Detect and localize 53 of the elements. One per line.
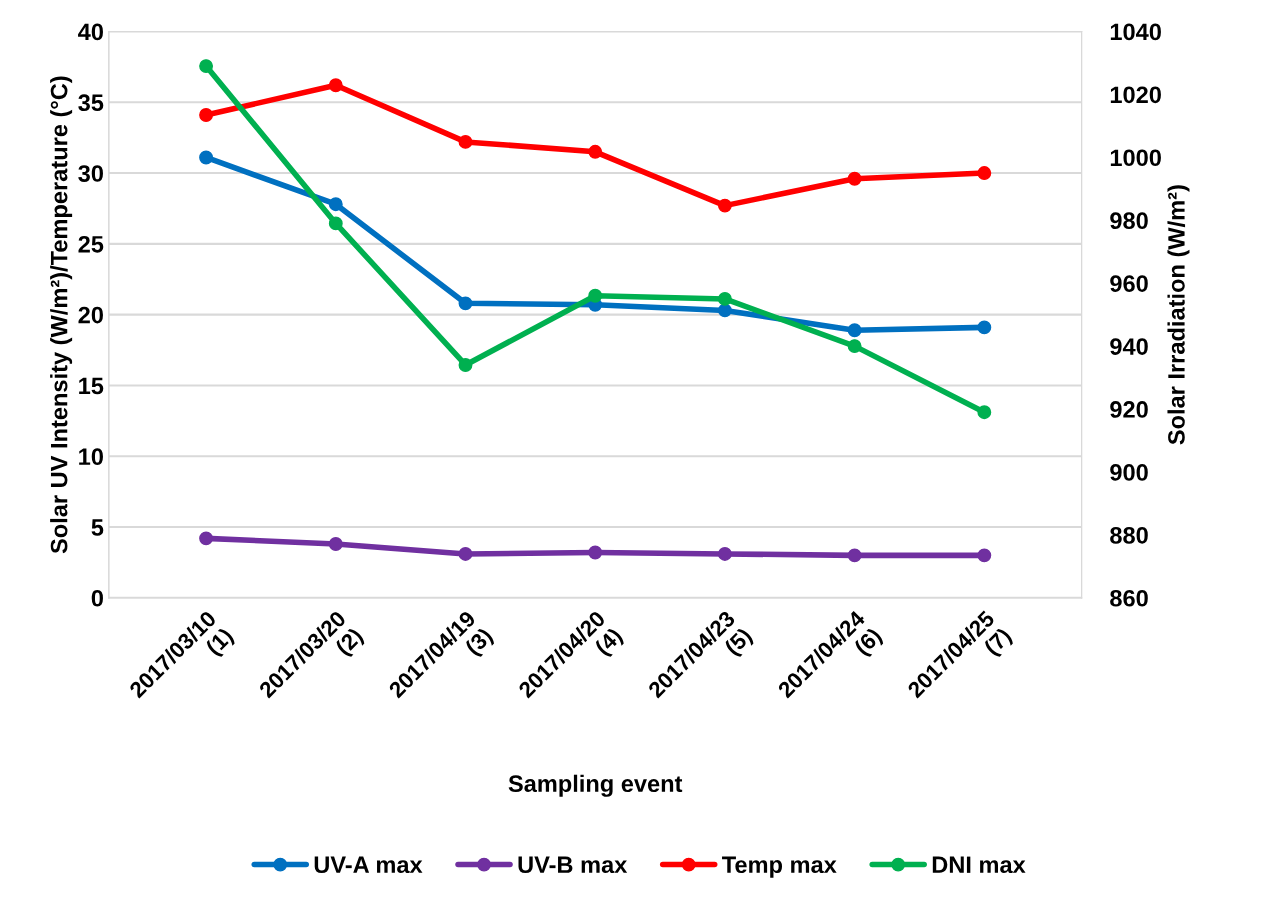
legend-label: Temp max xyxy=(722,856,837,878)
point xyxy=(199,108,214,122)
point xyxy=(458,134,473,149)
point xyxy=(588,144,603,159)
legend-label: UV-A max xyxy=(314,856,423,874)
y-tick-label: 30 xyxy=(78,165,103,182)
y2-tick-label: 860 xyxy=(1110,589,1148,607)
point xyxy=(977,548,992,563)
point xyxy=(458,358,473,372)
y2-tick-label: 980 xyxy=(1110,212,1148,230)
y2-axis-title: Solar Irradiation (W/m²) xyxy=(1167,185,1190,445)
y-tick-label: 25 xyxy=(78,235,104,253)
point xyxy=(717,291,732,306)
point xyxy=(847,171,862,186)
point xyxy=(328,537,343,551)
point xyxy=(717,546,732,561)
legend-label: DNI max xyxy=(932,856,1026,874)
y2-tick-label: 920 xyxy=(1110,401,1148,418)
y2-tick-label: 900 xyxy=(1110,464,1148,481)
y-tick-label: 10 xyxy=(79,448,103,466)
y-tick-label: 40 xyxy=(78,23,103,41)
y2-tick-label: 940 xyxy=(1110,338,1148,355)
y-tick-label: 20 xyxy=(78,306,103,324)
y-axis-title: Solar UV Intensity (W/m²)/Temperature (°C) xyxy=(50,76,73,554)
y-tick-label: 15 xyxy=(79,377,104,395)
point xyxy=(847,548,862,563)
point xyxy=(458,296,473,311)
y2-tick-label: 880 xyxy=(1110,526,1148,544)
point xyxy=(328,78,343,93)
y-tick-label: 0 xyxy=(91,589,103,607)
point xyxy=(717,198,732,213)
point xyxy=(717,303,732,318)
y2-tick-label: 1020 xyxy=(1110,86,1161,104)
legend-label: UV-B max xyxy=(518,856,628,874)
point xyxy=(328,216,343,231)
point xyxy=(847,323,862,338)
point xyxy=(977,166,992,181)
point xyxy=(977,320,992,335)
point xyxy=(199,150,214,165)
point xyxy=(977,405,992,420)
point xyxy=(199,59,214,74)
y-tick-label: 35 xyxy=(78,94,104,112)
y2-tick-label: 1000 xyxy=(1110,149,1161,167)
point xyxy=(588,288,603,303)
y2-tick-label: 960 xyxy=(1110,275,1148,292)
x-axis-title: Sampling event xyxy=(508,774,683,797)
y2-tick-label: 1040 xyxy=(1110,23,1161,41)
point xyxy=(458,546,473,561)
point xyxy=(328,197,343,212)
point xyxy=(199,531,214,546)
point xyxy=(847,339,862,354)
y-tick-label: 5 xyxy=(91,519,104,536)
point xyxy=(588,545,603,560)
